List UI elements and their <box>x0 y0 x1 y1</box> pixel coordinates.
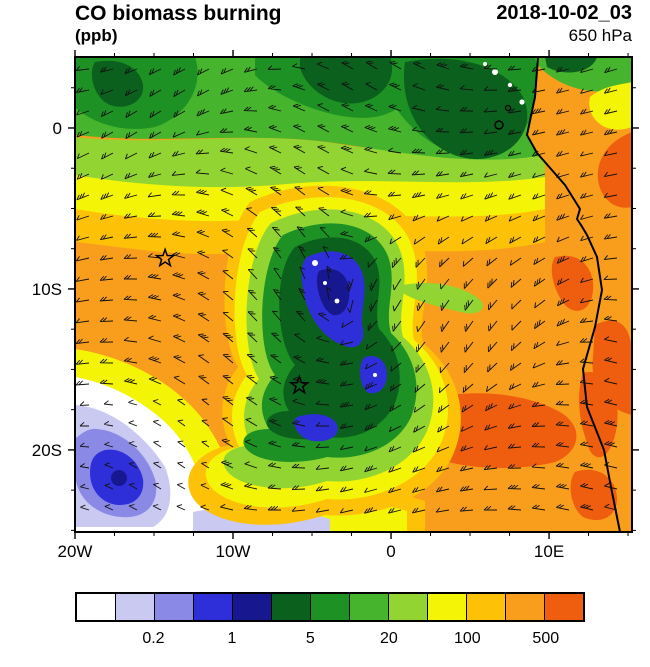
swirl-blue-bottom <box>294 414 338 442</box>
colorbar-tick-label: 1 <box>227 630 237 647</box>
x-tick-label: 0 <box>386 542 396 561</box>
colorbar-cell <box>350 594 389 620</box>
plot-units-label: (ppb) <box>75 26 118 45</box>
x-tick-label: 20W <box>57 542 93 561</box>
colorbar-cell <box>467 594 506 620</box>
field-lightgreen-fringe <box>75 137 545 188</box>
colorbar-tick-label: 0.2 <box>142 630 165 647</box>
wind-barbs <box>75 60 618 514</box>
colorbar-cell <box>194 594 233 620</box>
plot-frame <box>74 56 633 533</box>
field-darkgreen-n1 <box>300 57 393 104</box>
x-tick-label: 10W <box>215 542 251 561</box>
field-white-speck <box>483 62 487 66</box>
swirl-white-speck <box>334 298 340 304</box>
swirl-white-speck <box>323 281 327 285</box>
island-sao-tome <box>494 120 504 130</box>
colorbar-cell <box>545 594 583 620</box>
y-tick-label: 0 <box>52 118 62 138</box>
station-star-marker <box>154 247 176 268</box>
island-principe <box>504 104 512 112</box>
swirl-green-wisp <box>403 282 484 314</box>
field-white-speck <box>519 99 525 105</box>
wind-barb-glyphs <box>75 60 618 514</box>
land-yellow-patch <box>589 82 632 130</box>
colorbar-tick-label: 100 <box>453 630 481 647</box>
field-darkgreen-n3 <box>91 60 144 107</box>
colorbar <box>75 592 585 622</box>
colorbar-cell <box>77 594 116 620</box>
colorbar-tick-label: 500 <box>532 630 560 647</box>
colorbar-cell <box>155 594 194 620</box>
x-tick-label: 10E <box>533 542 565 561</box>
plot-level-label: 650 hPa <box>568 26 632 45</box>
field-red-coastal <box>551 255 594 311</box>
clean-navy-dot <box>111 470 127 486</box>
colorbar-cell <box>389 594 428 620</box>
colorbar-tick-label: 20 <box>379 630 398 647</box>
colorbar-cell <box>116 594 155 620</box>
map-canvas <box>68 50 639 539</box>
field-white-speck <box>507 82 513 88</box>
colorbar-cell <box>428 594 467 620</box>
station-star-marker <box>288 374 311 395</box>
plot-title: CO biomass burning <box>75 2 282 25</box>
colorbar-tick-label: 5 <box>305 630 315 647</box>
y-tick-label: 10S <box>31 279 62 299</box>
colorbar-cell <box>272 594 311 620</box>
coastline-africa <box>526 57 621 532</box>
y-tick-label: 20S <box>31 440 62 460</box>
land-darkgreen-top <box>545 57 597 73</box>
field-white-speck <box>492 69 498 75</box>
swirl-navy-core <box>316 269 350 316</box>
land-red-strip <box>597 132 632 208</box>
field-red-coastal-s2 <box>579 371 618 458</box>
colorbar-cell <box>506 594 545 620</box>
swirl-white-speck <box>312 260 318 266</box>
station-star-markers <box>154 247 311 395</box>
swirl-white-speck <box>373 373 377 377</box>
colorbar-cell <box>311 594 350 620</box>
plot-datetime: 2018-10-02_03 <box>496 2 632 24</box>
colorbar-cell <box>233 594 272 620</box>
